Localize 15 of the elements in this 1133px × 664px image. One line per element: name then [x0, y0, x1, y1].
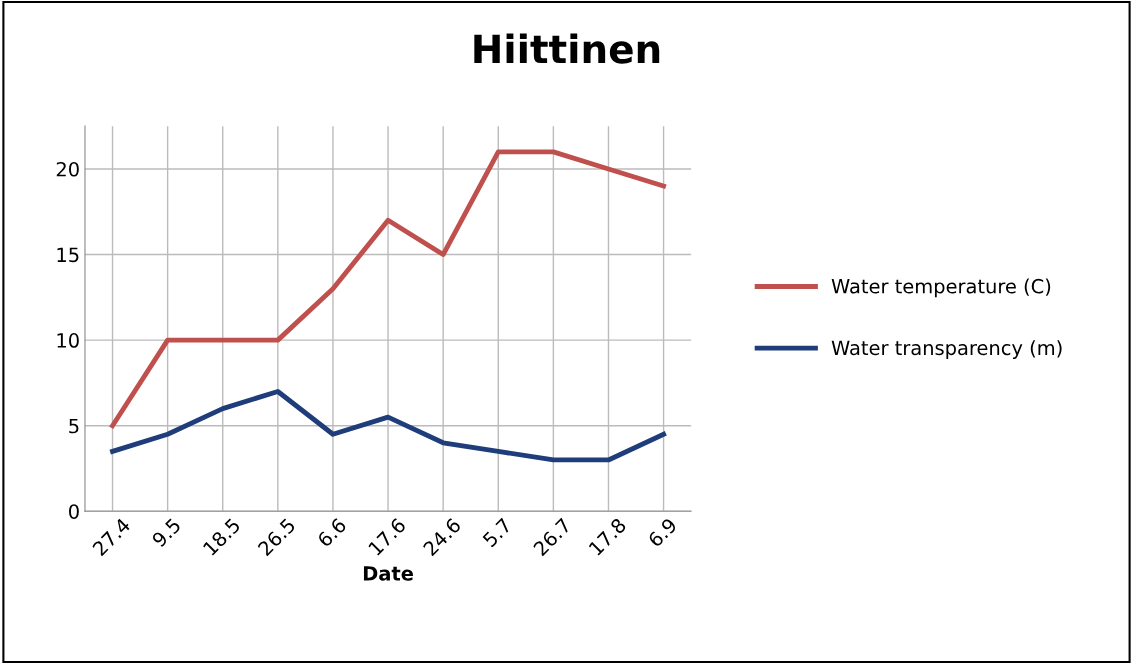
y-tick-label: 0 [69, 504, 79, 519]
y-tick-label: 5 [69, 418, 79, 434]
line-series [110, 149, 667, 429]
legend-label: Water temperature (C) [831, 278, 1051, 298]
line-series [110, 389, 667, 463]
x-tick-label: 5.7 [482, 517, 513, 548]
x-tick-label: 6.9 [647, 517, 678, 548]
x-tick-label: 9.5 [151, 517, 182, 548]
x-axis-title: Date [363, 566, 413, 581]
legend-label: Water transparency (m) [831, 340, 1062, 359]
y-tick-label: 15 [57, 247, 79, 263]
y-tick-label: 20 [56, 161, 79, 177]
x-tick-label: 6.6 [316, 517, 347, 548]
y-tick-label: 10 [57, 333, 79, 348]
chart-title: Hiittinen [474, 33, 660, 64]
